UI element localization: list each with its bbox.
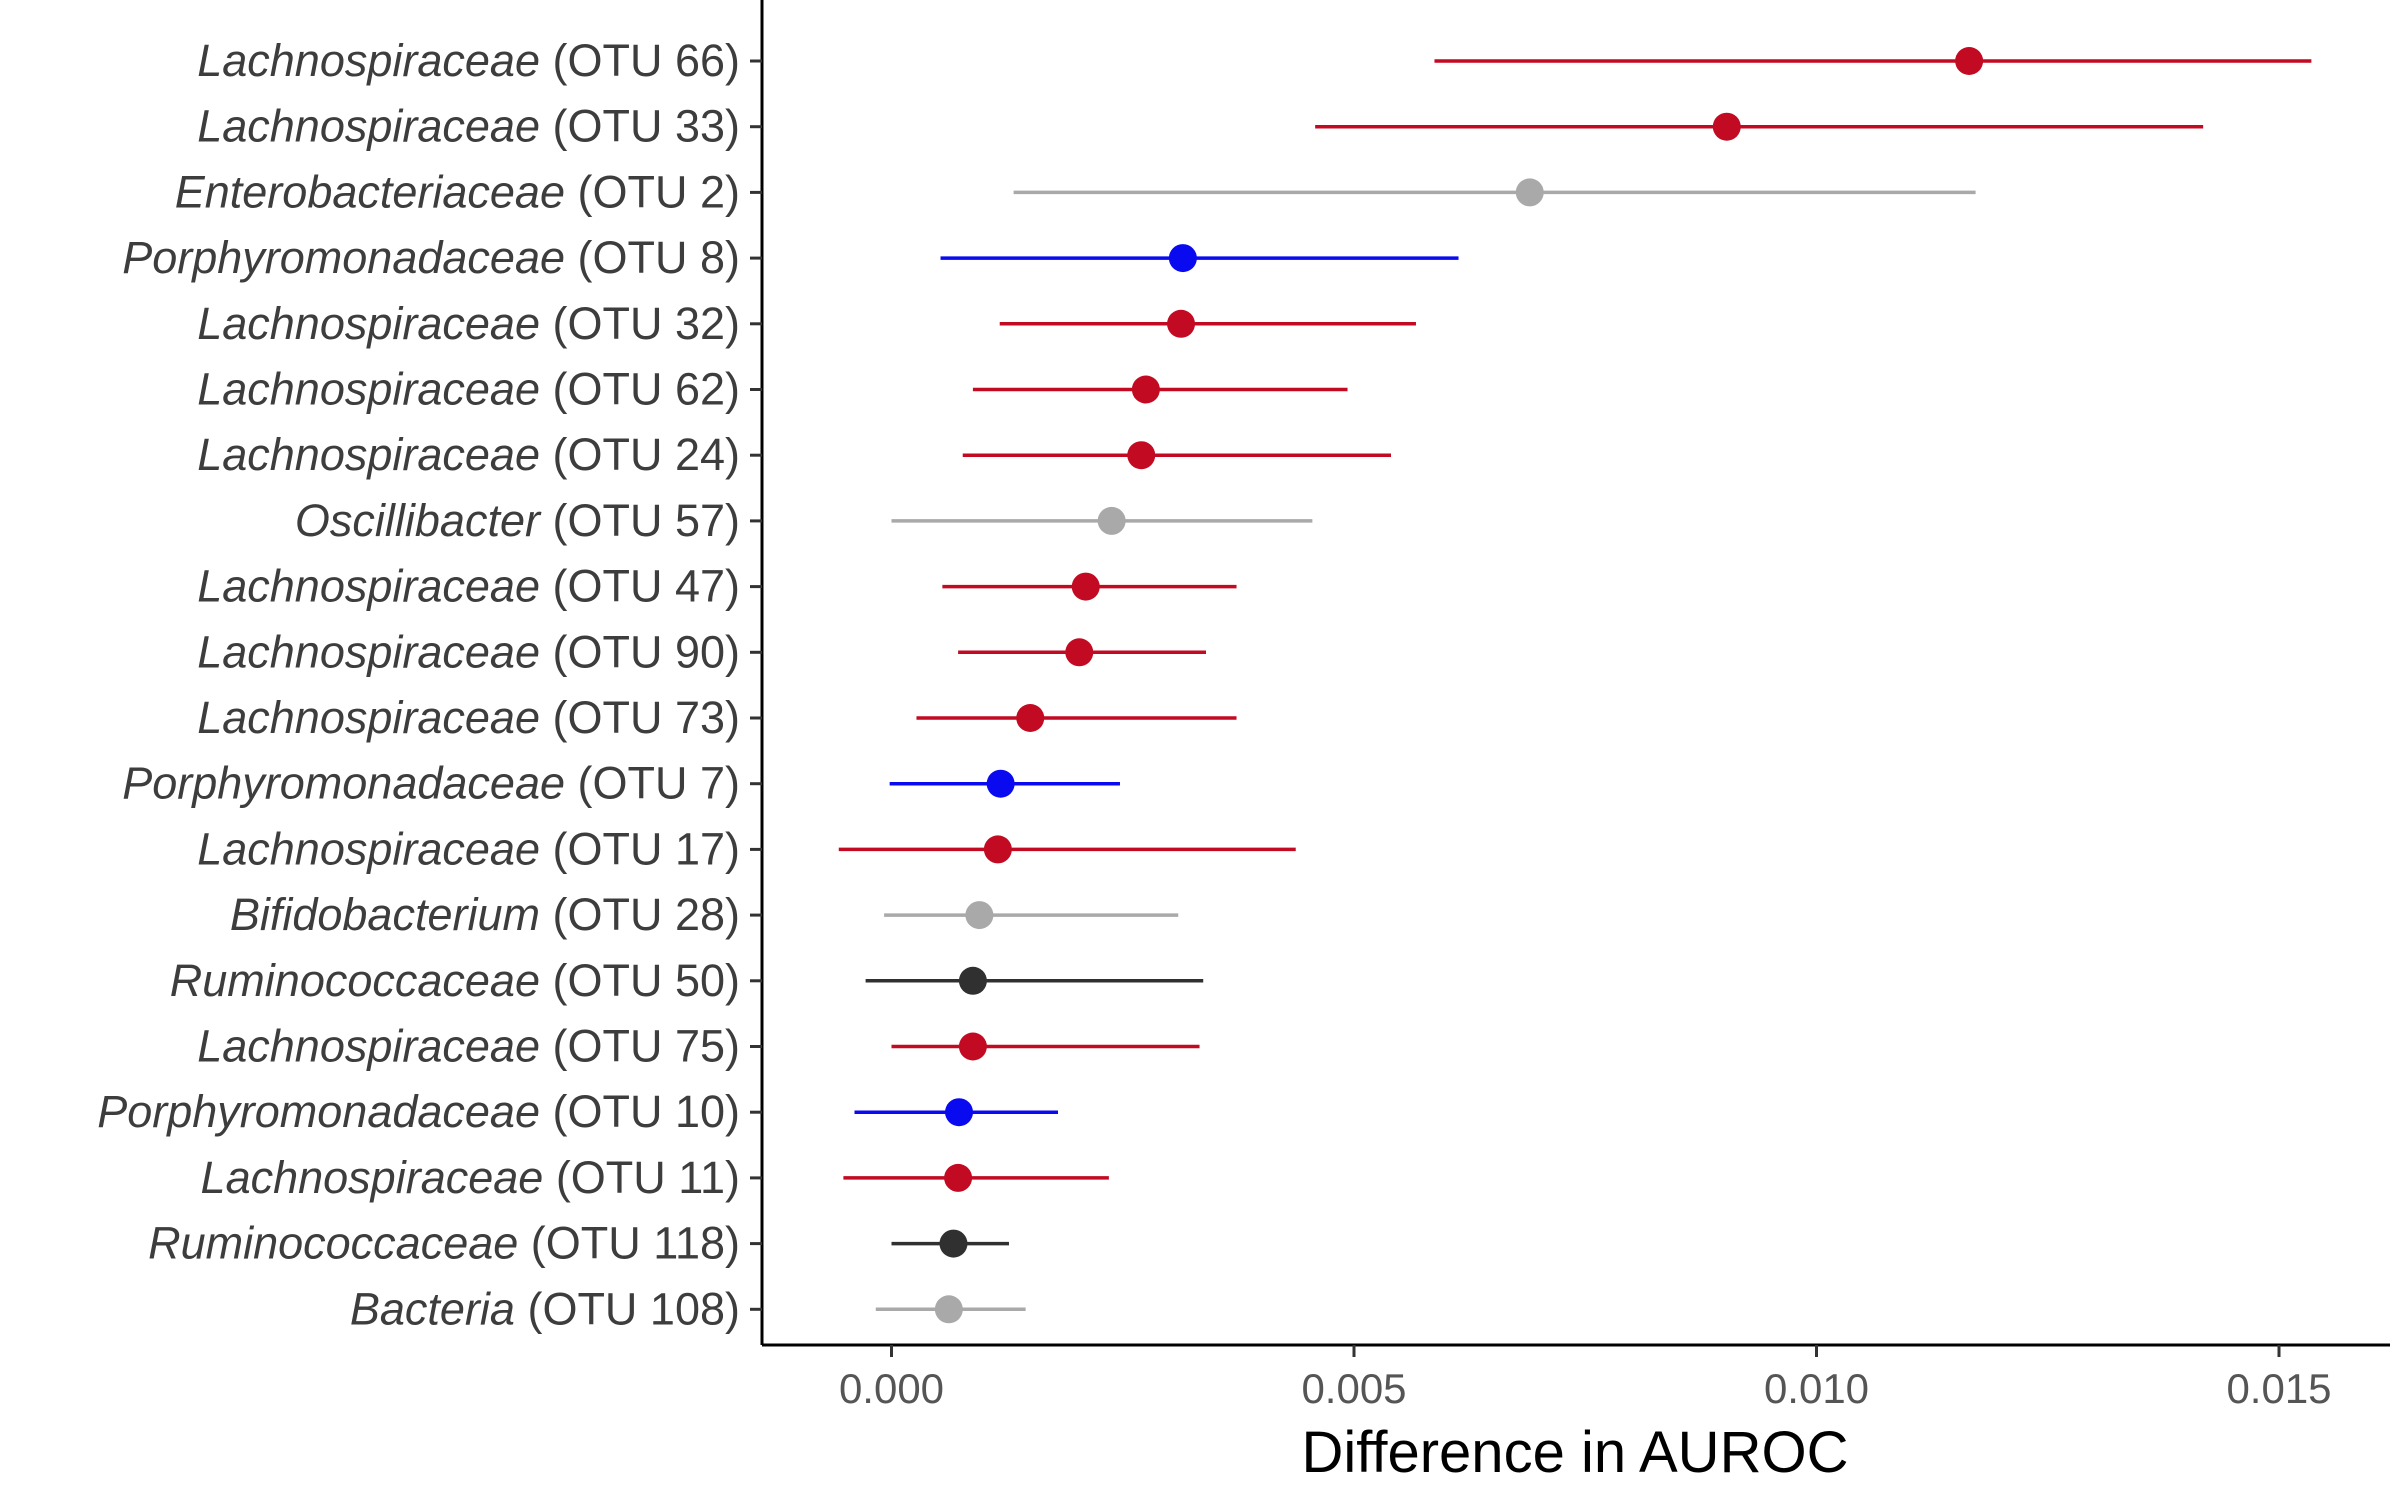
y-tick-label: Lachnospiraceae (OTU 75)	[197, 1021, 740, 1072]
otu-id: (OTU 47)	[552, 561, 740, 612]
otu-id: (OTU 8)	[578, 232, 741, 283]
taxon-name: Ruminococcaceae	[170, 955, 553, 1006]
data-point	[1168, 244, 1197, 273]
error-bars-layer	[838, 59, 2312, 1312]
data-point	[1127, 441, 1156, 470]
data-point	[945, 1098, 974, 1127]
y-tick-label: Lachnospiraceae (OTU 32)	[197, 298, 740, 349]
y-tick-label: Bacteria (OTU 108)	[350, 1283, 740, 1334]
taxon-name: Porphyromonadaceae	[122, 758, 577, 809]
otu-id: (OTU 28)	[552, 889, 740, 940]
taxon-name: Bifidobacterium	[230, 889, 553, 940]
points-layer	[934, 47, 1984, 1324]
otu-id: (OTU 50)	[552, 955, 740, 1006]
data-point	[1712, 112, 1741, 141]
otu-id: (OTU 10)	[552, 1086, 740, 1137]
y-tick-label: Oscillibacter (OTU 57)	[295, 495, 740, 546]
taxon-name: Lachnospiraceae	[197, 626, 552, 677]
data-point	[983, 835, 1012, 864]
y-tick-label: Lachnospiraceae (OTU 11)	[201, 1152, 740, 1203]
y-tick-label: Lachnospiraceae (OTU 73)	[197, 692, 740, 743]
otu-id: (OTU 11)	[556, 1152, 740, 1203]
y-tick-label: Lachnospiraceae (OTU 90)	[197, 626, 740, 677]
y-tick-label: Ruminococcaceae (OTU 50)	[170, 955, 740, 1006]
y-tick-label: Lachnospiraceae (OTU 62)	[197, 364, 740, 415]
y-tick-label: Enterobacteriaceae (OTU 2)	[175, 166, 740, 217]
x-tick-label: 0.010	[1764, 1365, 1869, 1412]
data-point	[958, 1032, 987, 1061]
otu-id: (OTU 17)	[552, 823, 740, 874]
taxon-name: Bacteria	[350, 1283, 528, 1334]
x-axis-title: Difference in AUROC	[1302, 1420, 1849, 1485]
x-ticks-layer: 0.000 0.005 0.010 0.015	[839, 1345, 2332, 1412]
data-point	[958, 966, 987, 995]
otu-id: (OTU 7)	[578, 758, 741, 809]
otu-id: (OTU 57)	[552, 495, 740, 546]
y-tick-label: Lachnospiraceae (OTU 24)	[197, 429, 740, 480]
otu-id: (OTU 2)	[578, 166, 741, 217]
data-point	[1167, 309, 1196, 338]
taxon-name: Oscillibacter	[295, 495, 553, 546]
otu-id: (OTU 62)	[552, 364, 740, 415]
otu-id: (OTU 118)	[531, 1218, 740, 1269]
data-point	[986, 769, 1015, 798]
taxon-name: Lachnospiraceae	[201, 1152, 556, 1203]
x-tick-label: 0.015	[2226, 1365, 2331, 1412]
data-point	[939, 1229, 968, 1258]
data-point	[1071, 572, 1100, 601]
data-point	[1016, 704, 1045, 732]
y-tick-label: Ruminococcaceae (OTU 118)	[148, 1218, 740, 1269]
data-point	[965, 901, 994, 930]
otu-id: (OTU 75)	[552, 1021, 740, 1072]
y-tick-label: Lachnospiraceae (OTU 66)	[197, 35, 740, 86]
data-point	[1065, 638, 1094, 667]
otu-id: (OTU 90)	[552, 626, 740, 677]
y-tick-label: Lachnospiraceae (OTU 17)	[197, 823, 740, 874]
data-point	[1131, 375, 1160, 404]
data-point	[1515, 178, 1544, 207]
taxon-name: Lachnospiraceae	[197, 298, 552, 349]
taxon-name: Porphyromonadaceae	[97, 1086, 552, 1137]
otu-id: (OTU 66)	[552, 35, 740, 86]
taxon-name: Lachnospiraceae	[197, 692, 552, 743]
otu-id: (OTU 24)	[552, 429, 740, 480]
taxon-name: Lachnospiraceae	[197, 561, 552, 612]
otu-id: (OTU 32)	[552, 298, 740, 349]
taxon-name: Ruminococcaceae	[148, 1218, 531, 1269]
y-tick-label: Lachnospiraceae (OTU 47)	[197, 561, 740, 612]
x-tick-label: 0.005	[1301, 1365, 1406, 1412]
taxon-name: Porphyromonadaceae	[122, 232, 577, 283]
taxon-name: Lachnospiraceae	[197, 429, 552, 480]
data-point	[934, 1295, 963, 1324]
y-labels-layer: Lachnospiraceae (OTU 66)Lachnospiraceae …	[97, 35, 740, 1334]
y-tick-label: Porphyromonadaceae (OTU 10)	[97, 1086, 740, 1137]
taxon-name: Lachnospiraceae	[197, 35, 552, 86]
data-point	[944, 1163, 973, 1192]
data-point	[1097, 506, 1126, 535]
otu-id: (OTU 33)	[552, 101, 740, 152]
taxon-name: Lachnospiraceae	[197, 823, 552, 874]
y-tick-label: Porphyromonadaceae (OTU 8)	[122, 232, 740, 283]
taxon-name: Lachnospiraceae	[197, 101, 552, 152]
y-tick-label: Porphyromonadaceae (OTU 7)	[122, 758, 740, 809]
taxon-name: Lachnospiraceae	[197, 1021, 552, 1072]
data-point	[1955, 47, 1984, 75]
x-tick-label: 0.000	[839, 1365, 944, 1412]
axes-layer	[750, 0, 2390, 1347]
taxon-name: Enterobacteriaceae	[175, 166, 578, 217]
otu-id: (OTU 73)	[552, 692, 740, 743]
y-tick-label: Bifidobacterium (OTU 28)	[230, 889, 740, 940]
y-tick-label: Lachnospiraceae (OTU 33)	[197, 101, 740, 152]
otu-id: (OTU 108)	[527, 1283, 740, 1334]
taxon-name: Lachnospiraceae	[197, 364, 552, 415]
